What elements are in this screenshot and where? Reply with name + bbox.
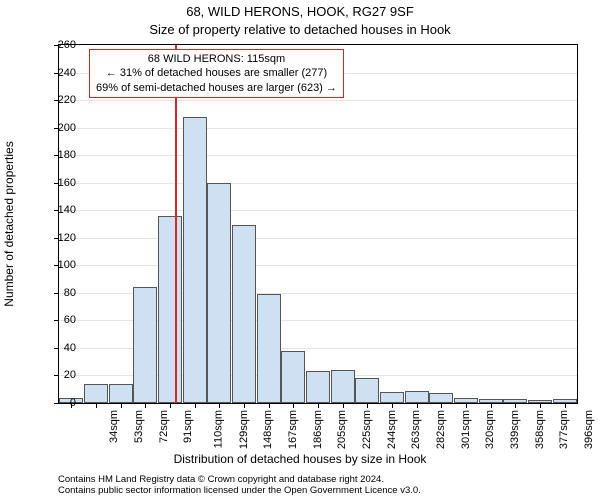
footnote-line2: Contains public sector information licen… [58, 485, 421, 496]
footnote-line1: Contains HM Land Registry data © Crown c… [58, 474, 384, 485]
histogram-bar [207, 183, 231, 403]
x-tick-label: 225sqm [361, 410, 373, 449]
x-tick-label: 301sqm [460, 410, 472, 449]
y-tick-label: 20 [46, 369, 76, 381]
x-axis-label: Distribution of detached houses by size … [0, 452, 600, 466]
y-tick-label: 60 [46, 314, 76, 326]
histogram-bar [380, 392, 404, 403]
x-tick-mark [219, 403, 220, 408]
x-tick-label: 282sqm [435, 410, 447, 449]
marker-line [175, 45, 177, 403]
histogram-bar [405, 391, 429, 403]
x-tick-label: 129sqm [238, 410, 250, 449]
x-tick-mark [515, 403, 516, 408]
gridline [59, 128, 577, 129]
y-tick-label: 200 [46, 122, 76, 134]
x-tick-mark [441, 403, 442, 408]
x-tick-mark [392, 403, 393, 408]
gridline [59, 265, 577, 266]
x-tick-mark [96, 403, 97, 408]
histogram-bar [133, 287, 157, 403]
histogram-bar [281, 351, 305, 403]
y-tick-label: 80 [46, 287, 76, 299]
histogram-bar [429, 393, 453, 403]
x-tick-mark [195, 403, 196, 408]
y-tick-label: 140 [46, 204, 76, 216]
gridline [59, 100, 577, 101]
x-tick-mark [121, 403, 122, 408]
gridline [59, 155, 577, 156]
x-tick-label: 91sqm [182, 410, 194, 443]
y-tick-label: 260 [46, 39, 76, 51]
histogram-bar [232, 225, 256, 403]
chart-plot-area: 68 WILD HERONS: 115sqm ← 31% of detached … [58, 44, 578, 404]
annotation-line2: ← 31% of detached houses are smaller (27… [106, 67, 327, 79]
x-tick-label: 186sqm [312, 410, 324, 449]
y-tick-label: 180 [46, 149, 76, 161]
gridline [59, 210, 577, 211]
y-tick-label: 240 [46, 67, 76, 79]
x-tick-mark [417, 403, 418, 408]
gridline [59, 183, 577, 184]
gridline [59, 238, 577, 239]
chart-subtitle: Size of property relative to detached ho… [0, 22, 600, 37]
chart-title-line1: 68, WILD HERONS, HOOK, RG27 9SF [0, 4, 600, 19]
x-tick-mark [466, 403, 467, 408]
x-tick-mark [170, 403, 171, 408]
annotation-box: 68 WILD HERONS: 115sqm ← 31% of detached … [89, 49, 344, 98]
x-tick-mark [244, 403, 245, 408]
histogram-bar [355, 378, 379, 403]
annotation-line1: 68 WILD HERONS: 115sqm [148, 53, 285, 65]
x-tick-label: 339sqm [509, 410, 521, 449]
x-tick-mark [565, 403, 566, 408]
x-tick-label: 148sqm [262, 410, 274, 449]
x-tick-label: 396sqm [583, 410, 595, 449]
x-tick-mark [293, 403, 294, 408]
x-tick-label: 205sqm [336, 410, 348, 449]
x-tick-mark [367, 403, 368, 408]
x-tick-label: 53sqm [133, 410, 145, 443]
x-tick-mark [269, 403, 270, 408]
y-axis-label: Number of detached properties [2, 141, 16, 306]
histogram-bar [331, 370, 355, 403]
x-tick-label: 244sqm [386, 410, 398, 449]
histogram-bar [158, 216, 182, 403]
y-tick-label: 160 [46, 177, 76, 189]
x-tick-label: 72sqm [158, 410, 170, 443]
histogram-bar [257, 294, 281, 403]
histogram-bar [84, 384, 108, 403]
x-tick-mark [318, 403, 319, 408]
x-tick-label: 167sqm [287, 410, 299, 449]
x-tick-label: 320sqm [484, 410, 496, 449]
y-tick-label: 220 [46, 94, 76, 106]
x-tick-label: 358sqm [534, 410, 546, 449]
histogram-bar [183, 117, 207, 403]
y-tick-label: 0 [46, 397, 76, 409]
x-tick-label: 263sqm [410, 410, 422, 449]
x-tick-label: 377sqm [558, 410, 570, 449]
y-tick-label: 120 [46, 232, 76, 244]
x-tick-mark [343, 403, 344, 408]
footnote: Contains HM Land Registry data © Crown c… [58, 474, 421, 497]
x-tick-mark [491, 403, 492, 408]
x-tick-label: 34sqm [108, 410, 120, 443]
y-tick-label: 40 [46, 342, 76, 354]
annotation-line3: 69% of semi-detached houses are larger (… [96, 82, 337, 94]
histogram-bar [306, 371, 330, 403]
histogram-bar [109, 384, 133, 403]
x-tick-mark [145, 403, 146, 408]
y-tick-label: 100 [46, 259, 76, 271]
x-tick-mark [540, 403, 541, 408]
x-tick-label: 110sqm [212, 410, 224, 448]
